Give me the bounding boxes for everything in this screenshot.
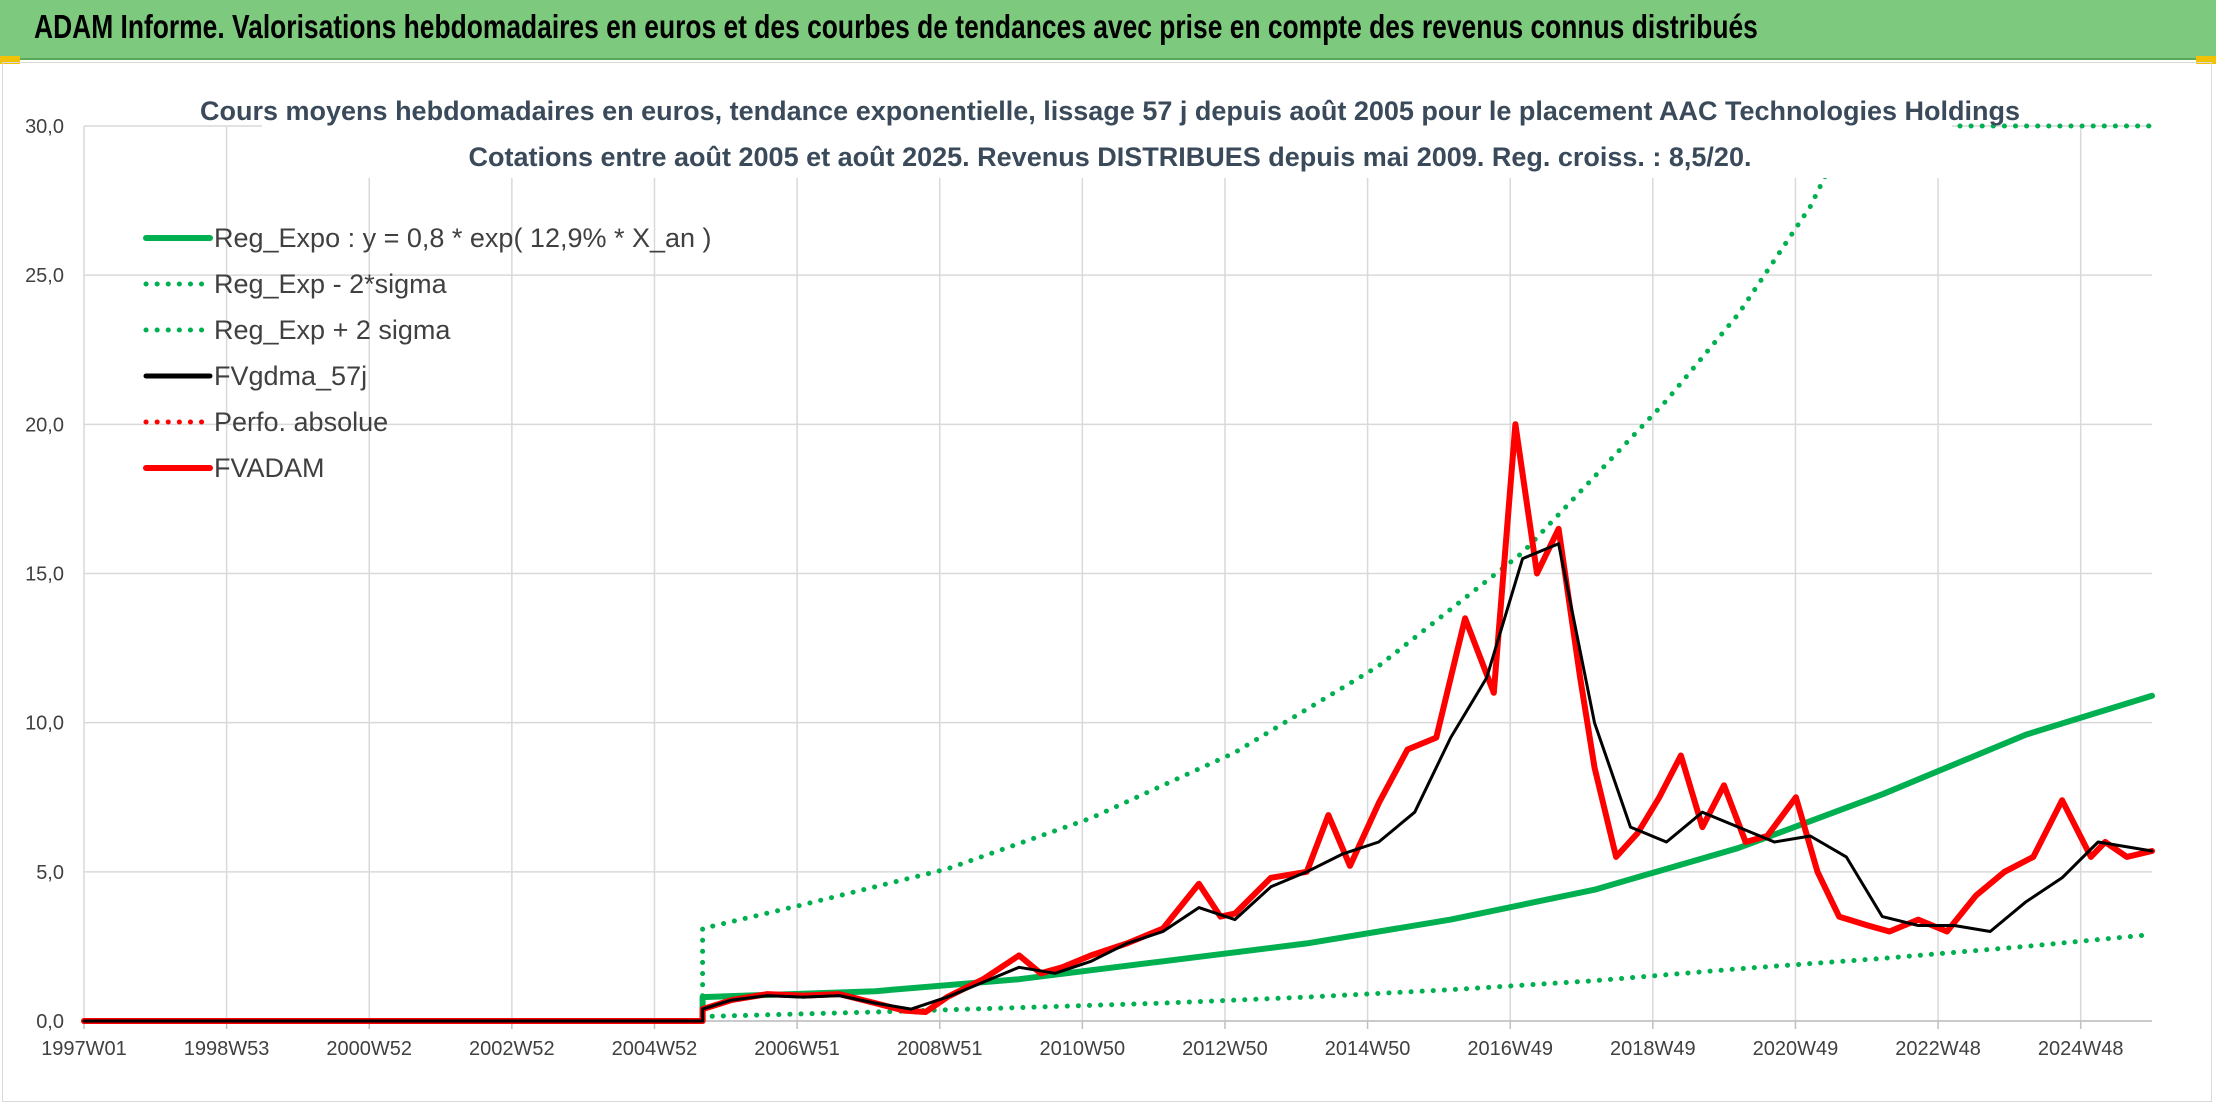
x-tick-label: 2016W49: [1467, 1038, 1553, 1060]
x-tick-label: 2012W50: [1182, 1038, 1268, 1060]
x-tick-label: 2006W51: [754, 1038, 840, 1060]
x-tick-label: 2008W51: [897, 1038, 983, 1060]
legend-label: Reg_Exp - 2*sigma: [214, 269, 448, 299]
x-tick-label: 2018W49: [1610, 1038, 1696, 1060]
x-tick-label: 1997W01: [41, 1038, 127, 1060]
series-line-2: [81, 123, 2155, 1024]
x-tick-label: 2020W49: [1753, 1038, 1839, 1060]
y-tick-labels: 0,0 5,0 10,0 15,0 20,0 25,0 30,0: [25, 116, 64, 1033]
chart-subtitle: Cotations entre août 2005 et août 2025. …: [469, 142, 1752, 172]
x-tick-label: 2000W52: [326, 1038, 412, 1060]
x-tick-label: 1998W53: [184, 1038, 270, 1060]
series-line-5: [81, 421, 2155, 1024]
header-corner-left: [0, 56, 20, 64]
y-tick-label: 30,0: [25, 116, 64, 138]
x-tick-label: 2002W52: [469, 1038, 555, 1060]
report-title: ADAM Informe. Valorisations hebdomadaire…: [34, 8, 1758, 45]
y-tick-label: 5,0: [36, 862, 64, 884]
series-line-0: [81, 692, 2155, 1024]
x-tick-label: 2022W48: [1895, 1038, 1981, 1060]
x-tick-label: 2010W50: [1040, 1038, 1126, 1060]
chart-title: Cours moyens hebdomadaires en euros, ten…: [200, 96, 2020, 126]
data-series: [81, 123, 2155, 1024]
legend-label: FVADAM: [214, 453, 325, 483]
x-tick-label: 2024W48: [2038, 1038, 2124, 1060]
y-tick-label: 10,0: [25, 713, 64, 735]
x-tick-labels: 1997W01 1998W53 2000W52 2002W52 2004W52 2006W…: [41, 1038, 2123, 1060]
x-tick-label: 2014W50: [1325, 1038, 1411, 1060]
legend-label: FVgdma_57j: [214, 361, 367, 391]
chart-frame: [2, 62, 2212, 1102]
y-tick-label: 15,0: [25, 564, 64, 586]
header-corner-right: [2196, 56, 2216, 64]
legend: Reg_Expo : y = 0,8 * exp( 12,9% * X_an )…: [143, 223, 712, 483]
y-tick-label: 0,0: [36, 1011, 64, 1033]
y-tick-label: 20,0: [25, 414, 64, 436]
x-tick-label: 2004W52: [612, 1038, 698, 1060]
legend-label: Reg_Expo : y = 0,8 * exp( 12,9% * X_an ): [214, 223, 712, 253]
gridlines: [83, 125, 2152, 1029]
series-line-3: [82, 542, 2154, 1023]
y-tick-label: 25,0: [25, 265, 64, 287]
legend-label: Perfo. absolue: [214, 407, 388, 437]
title-background: [262, 88, 1952, 178]
legend-label: Reg_Exp + 2 sigma: [214, 315, 451, 345]
header-bar: ADAM Informe. Valorisations hebdomadaire…: [0, 0, 2216, 64]
